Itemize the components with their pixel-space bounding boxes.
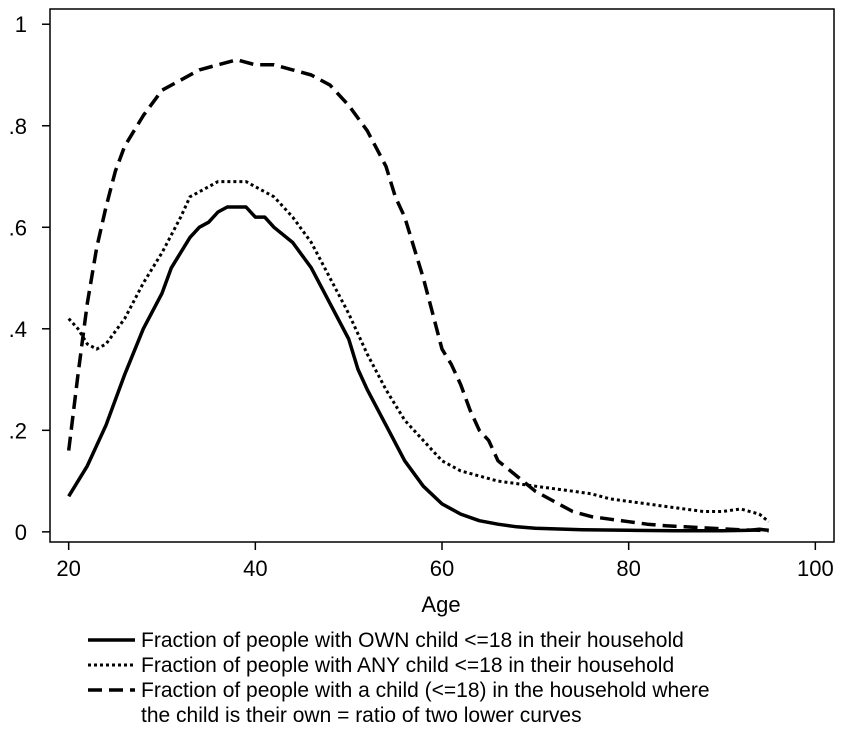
- series-line-1: [67, 205, 769, 533]
- y-tick-label: .4: [9, 317, 27, 342]
- legend-label-1: Fraction of people with OWN child <=18 i…: [141, 629, 684, 652]
- y-tick-label: 0: [15, 520, 27, 545]
- series-line-3: [66, 58, 769, 533]
- legend-label-3: the child is their own = ratio of two lo…: [141, 704, 582, 727]
- x-tick-label: 80: [616, 556, 640, 581]
- y-tick-label: .8: [9, 114, 27, 139]
- y-tick-label: 1: [15, 12, 27, 37]
- series-line-2: [67, 180, 770, 523]
- y-tick-label: .2: [9, 418, 27, 443]
- x-tick-label: 40: [243, 556, 267, 581]
- legend-label-2: Fraction of people with ANY child <=18 i…: [141, 654, 674, 677]
- y-tick-label: .6: [9, 215, 27, 240]
- x-axis-title: Age: [421, 592, 460, 617]
- x-tick-label: 20: [56, 556, 80, 581]
- legend-label-3: Fraction of people with a child (<=18) i…: [141, 679, 710, 702]
- x-tick-label: 60: [430, 556, 454, 581]
- x-tick-label: 100: [797, 556, 834, 581]
